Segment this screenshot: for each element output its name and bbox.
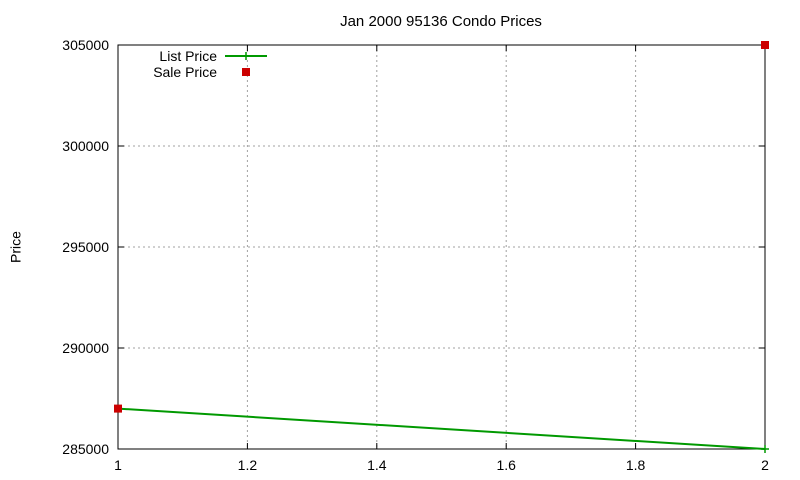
- legend-item: List Price: [159, 48, 267, 64]
- y-axis-label: Price: [8, 231, 24, 263]
- y-tick-label: 295000: [62, 239, 109, 255]
- x-tick-label: 2: [761, 457, 769, 473]
- y-tick-label: 305000: [62, 37, 109, 53]
- y-tick-label: 290000: [62, 340, 109, 356]
- series-sale-price: [114, 41, 769, 413]
- x-tick-label: 1.2: [238, 457, 258, 473]
- plot-frame: [117, 44, 766, 450]
- x-tick-label: 1: [114, 457, 122, 473]
- x-tick-label: 1.8: [626, 457, 646, 473]
- y-tick-label: 300000: [62, 138, 109, 154]
- series-line: [117, 407, 766, 450]
- data-point-square: [114, 404, 122, 413]
- ticks: 1 1.2 1.4 1.6 1.8 2 285000 290000 295000 300000 30…: [62, 37, 769, 473]
- x-tick-label: 1.4: [367, 457, 387, 473]
- legend-plus-swatch: [242, 52, 250, 60]
- grid: [118, 45, 765, 449]
- data-point-plus: [761, 445, 769, 453]
- legend-item: Sale Price: [153, 64, 250, 80]
- series: [114, 41, 769, 453]
- legend-square-swatch: [242, 68, 250, 76]
- x-tick-label: 1.6: [496, 457, 516, 473]
- data-point-square: [761, 41, 769, 49]
- y-tick-label: 285000: [62, 441, 109, 457]
- chart-title: Jan 2000 95136 Condo Prices: [340, 13, 542, 30]
- series-list-price: [114, 404, 769, 453]
- legend-label: List Price: [159, 48, 217, 64]
- legend-label: Sale Price: [153, 64, 217, 80]
